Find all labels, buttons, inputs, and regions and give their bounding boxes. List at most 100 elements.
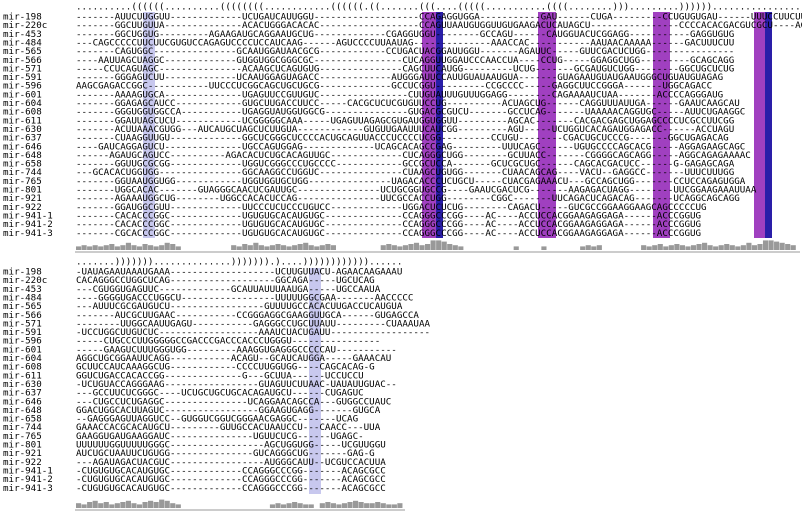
sequence-name: mir-744 <box>3 422 42 433</box>
sequence: -------GGCUUGUUA--------------ACACUGGGAC… <box>76 20 802 31</box>
conservation-bar <box>591 246 597 250</box>
sequence-name: mir-646 <box>3 396 42 407</box>
sequence: -------GGUAAUGGUGG------------UGGUGGUGCU… <box>76 176 746 187</box>
conservation-bar <box>397 503 403 508</box>
sequence-name: mir-630 <box>3 124 42 135</box>
conservation-bar <box>164 242 170 250</box>
conservation-bar <box>170 503 176 508</box>
sequence: ---AUUUCGCGAUGUCU-----------------GUUUUG… <box>76 301 403 312</box>
sequence: -------CACACCCGGC-------------UGUGUGCACA… <box>76 210 701 221</box>
conservation-bar <box>87 246 93 250</box>
conservation-bar <box>696 244 702 250</box>
conservation-bar <box>513 246 519 250</box>
sequence: -------CACACCCGGC-------------UGUGUGCACA… <box>76 219 701 230</box>
sequence-name: mir-484 <box>3 292 42 303</box>
conservation-bar <box>458 246 464 250</box>
conservation-bar <box>646 246 652 250</box>
sequence-name: mir-801 <box>3 185 42 196</box>
sequence: ---AGAUAGACUACGUC-----------------AUGGGC… <box>76 457 386 468</box>
sequence-name: mir-198 <box>3 267 42 278</box>
conservation-bar <box>785 244 791 250</box>
conservation-bar <box>87 502 93 508</box>
highlight <box>422 12 436 238</box>
conservation-bar <box>286 246 292 250</box>
conservation-bar <box>148 500 154 508</box>
conservation-bar <box>109 244 115 250</box>
sequence-name: mir-484 <box>3 37 42 48</box>
conservation-bar <box>319 245 325 250</box>
conservation-bar <box>258 245 264 250</box>
conservation-bar <box>109 504 115 508</box>
sequence-name: mir-608 <box>3 362 42 373</box>
sequence: -------AAAAGUGCA--------------UGAGUUCCGU… <box>76 89 723 100</box>
conservation-bar <box>308 245 314 250</box>
sequence-name: mir-571 <box>3 63 42 74</box>
conservation-bar <box>375 502 381 508</box>
sequence-name: mir-765 <box>3 176 42 187</box>
conservation-bar <box>136 504 143 508</box>
sequence-name: mir-604 <box>3 98 42 109</box>
sequence: -------CAGUGGC---------------GCAAUGGAUAA… <box>76 46 734 57</box>
conservation-bar <box>397 246 403 250</box>
conservation-bar <box>685 246 691 250</box>
conservation-bar <box>297 244 303 250</box>
sequence: GGACUGGCACUUAGUC-----------------GGAAGUG… <box>76 405 381 416</box>
sequence: ---CAGCCCCCUUCUUCGUGUCCAGAGUCCCCUCCAUCAA… <box>76 37 734 48</box>
conservation-bar <box>330 245 336 250</box>
conservation-bar <box>325 244 331 250</box>
conservation-bar <box>131 245 137 250</box>
sequence-name: mir-565 <box>3 301 42 312</box>
sequence-name: mir-591 <box>3 72 42 83</box>
sequence-name: mir-646 <box>3 141 42 152</box>
highlight <box>436 12 443 238</box>
conservation-bar <box>386 244 392 250</box>
sequence-name: mir-596 <box>3 81 42 92</box>
conservation-bar <box>236 246 242 250</box>
conservation-bar <box>391 504 397 508</box>
sequence-name: mir-922 <box>3 202 42 213</box>
sequence-name: mir-220c <box>3 20 47 31</box>
sequence: ---GCCUUCUCGGGC----UCUGCUGCUGCACAGAUGCU-… <box>76 388 364 399</box>
sequence: -CUGUGUGCACAUGUGC-------------CCAGGGCCCG… <box>76 474 386 485</box>
conservation-bar <box>386 504 392 508</box>
sequence: CACAGGGCCUGGCUCAG-------------------GGCA… <box>76 275 375 286</box>
sequence-name: mir-941-1 <box>3 210 53 221</box>
sequence-name: mir-637 <box>3 388 42 399</box>
sequence: --------UUGGCAAUUGAGU-----------GAGGGCCU… <box>76 318 430 329</box>
conservation-bar <box>330 503 336 508</box>
sequence-name: mir-658 <box>3 159 42 170</box>
conservation-bar <box>369 503 375 508</box>
sequence: -------AUCGCUUGAAC-----------CCGGGAGGCGA… <box>76 310 419 321</box>
sequence-name: mir-648 <box>3 150 42 161</box>
conservation-bar <box>652 245 658 250</box>
conservation-bar <box>175 246 181 250</box>
sequence: -UCUGUACCAGGGAAG-----------------GUAGUUC… <box>76 379 397 390</box>
sequence-name: mir-941-2 <box>3 474 53 485</box>
sequence: -UCCUGGCUUGUCUC------------------AAAUCUA… <box>76 327 430 338</box>
highlight <box>309 268 321 494</box>
conservation-bar <box>81 245 87 250</box>
conservation-bar <box>264 246 270 250</box>
sequence: -------GGUUGCGCGG-------------UGGUCGGGCC… <box>76 159 735 170</box>
sequence-name: mir-566 <box>3 55 42 66</box>
sequence-name: mir-604 <box>3 353 42 364</box>
conservation-bar <box>92 500 98 508</box>
sequence-name: mir-658 <box>3 414 42 425</box>
sequence-name: mir-921 <box>3 448 42 459</box>
conservation-bar <box>729 245 735 250</box>
sequence: ----GAUCAGGAGUCU--------------UGCCAGUGGA… <box>76 141 745 152</box>
conservation-bar <box>159 499 165 508</box>
structure-line: .......)))))))..............))))))).)...… <box>76 257 402 268</box>
conservation-bar <box>746 242 752 250</box>
conservation-bar <box>441 241 447 250</box>
sequence: -----CUGCCCUUGGGGGCCGACCCGACCCACCCUGGGU-… <box>76 336 380 347</box>
highlight <box>143 12 155 238</box>
conservation-bar <box>668 245 674 250</box>
sequence: -CUGUGUGCACAUGUGC-------------CCAGGGCCCG… <box>76 465 386 476</box>
highlight <box>538 12 556 238</box>
conservation-bar <box>131 503 137 508</box>
sequence-name: mir-591 <box>3 327 42 338</box>
conservation-bar <box>125 500 131 508</box>
conservation-bar <box>231 245 237 250</box>
sequence-name: mir-941-2 <box>3 219 53 230</box>
